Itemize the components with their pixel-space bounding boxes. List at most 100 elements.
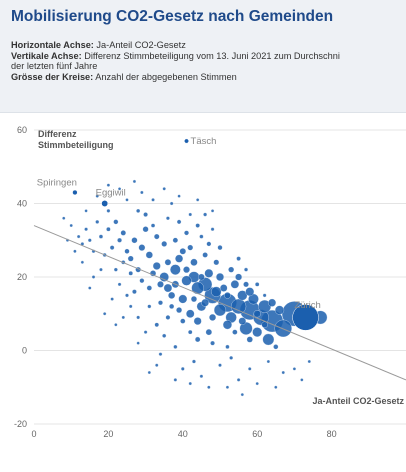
data-point	[274, 385, 278, 389]
data-point	[252, 327, 263, 338]
data-point	[170, 264, 181, 275]
description-line: Horizontale Achse: Ja-Anteil CO2-Gesetz	[11, 40, 186, 50]
data-point	[147, 370, 151, 375]
data-point	[176, 307, 183, 314]
data-point	[195, 223, 200, 228]
data-point	[237, 290, 248, 301]
data-point	[91, 275, 96, 279]
data-point	[307, 359, 311, 364]
highlight-point	[184, 138, 189, 144]
data-point	[205, 328, 213, 336]
data-point	[136, 341, 140, 345]
data-point	[84, 227, 88, 232]
y-tick-label: 20	[17, 272, 27, 282]
data-point	[73, 249, 77, 253]
data-point	[213, 259, 220, 266]
data-point	[110, 297, 114, 301]
data-point	[125, 198, 129, 202]
data-point	[183, 266, 190, 274]
x-tick-label: 80	[327, 429, 337, 439]
data-point	[136, 208, 141, 213]
data-point	[236, 256, 241, 261]
data-point	[300, 378, 304, 382]
data-point	[292, 367, 297, 371]
data-point	[151, 198, 155, 202]
highlight-point	[292, 304, 319, 331]
data-point	[217, 245, 223, 251]
annotation-label: Täsch	[191, 136, 217, 147]
chart-description: Horizontale Achse: Ja-Anteil CO2-Gesetz …	[11, 40, 406, 82]
data-point	[124, 248, 130, 254]
data-point	[199, 234, 204, 239]
data-point	[95, 219, 100, 224]
data-point	[266, 359, 271, 364]
data-point	[106, 183, 111, 187]
data-point	[145, 251, 153, 259]
data-point	[165, 315, 171, 320]
data-point	[121, 315, 125, 320]
data-point	[157, 281, 164, 288]
data-point	[162, 333, 167, 338]
data-point	[88, 286, 92, 290]
description-line: der letzten fünf Jahre	[11, 61, 98, 72]
data-point	[80, 260, 85, 264]
data-point	[262, 293, 267, 298]
x-tick-label: 40	[178, 429, 188, 439]
data-point	[180, 367, 185, 371]
data-point	[232, 329, 238, 335]
data-point	[136, 315, 141, 320]
data-point	[206, 241, 212, 247]
data-point	[178, 294, 188, 304]
data-point	[210, 340, 215, 346]
data-point	[180, 318, 186, 324]
data-point	[215, 272, 225, 282]
data-point	[213, 304, 227, 317]
data-point	[140, 190, 144, 195]
data-point	[161, 241, 168, 247]
data-point	[188, 329, 193, 335]
data-point	[186, 309, 195, 318]
data-point	[262, 333, 275, 346]
data-point	[230, 280, 240, 289]
annotation-label: Eggiwil	[96, 188, 126, 199]
highlight-point	[72, 189, 78, 196]
data-point	[76, 234, 81, 239]
data-point	[224, 292, 231, 299]
data-point	[158, 352, 163, 356]
data-point	[192, 359, 196, 364]
data-point	[211, 286, 222, 297]
data-point	[172, 237, 179, 243]
data-point	[84, 209, 88, 213]
data-point	[117, 237, 122, 243]
data-point	[246, 336, 253, 343]
data-point	[147, 304, 152, 309]
data-point	[158, 300, 163, 306]
data-point	[228, 266, 235, 273]
data-point	[191, 281, 204, 295]
data-point	[236, 378, 241, 382]
data-point	[106, 227, 111, 232]
data-point	[128, 271, 133, 276]
y-tick-label: 0	[22, 346, 27, 356]
data-point	[166, 216, 170, 221]
data-point	[132, 179, 137, 184]
data-point	[162, 187, 166, 191]
description-line: Grösse der Kreise: Anzahl der abgegebene…	[11, 71, 237, 82]
data-point	[177, 194, 181, 198]
data-point	[163, 283, 173, 293]
data-point	[143, 212, 148, 217]
data-point	[154, 322, 159, 328]
data-point	[150, 223, 156, 228]
data-point	[238, 317, 247, 325]
highlight-point	[101, 200, 109, 207]
data-point	[128, 304, 133, 309]
chart-header: Mobilisierung CO2-Gesetz nach Gemeinden …	[0, 0, 406, 113]
y-tick-label: 40	[17, 199, 27, 209]
data-point	[139, 278, 145, 284]
data-point	[181, 275, 192, 286]
data-point	[142, 226, 149, 233]
data-point	[155, 363, 159, 367]
data-point	[231, 298, 247, 314]
data-point	[138, 244, 146, 251]
data-point	[274, 305, 285, 315]
